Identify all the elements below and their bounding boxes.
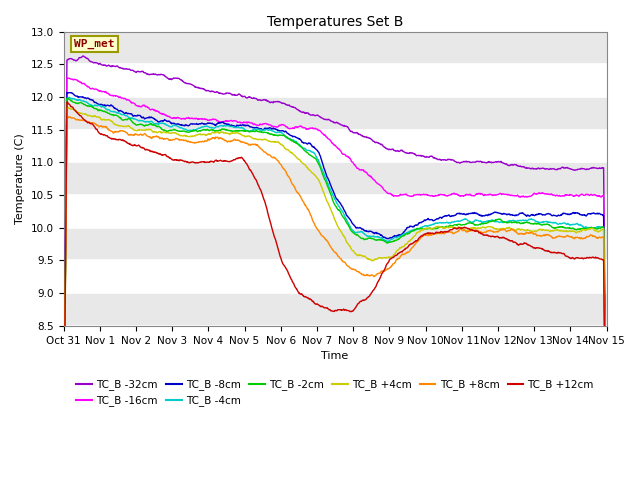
Text: WP_met: WP_met — [74, 39, 115, 49]
Legend: TC_B -32cm, TC_B -16cm, TC_B -8cm, TC_B -4cm, TC_B -2cm, TC_B +4cm, TC_B +8cm, T: TC_B -32cm, TC_B -16cm, TC_B -8cm, TC_B … — [72, 375, 598, 410]
X-axis label: Time: Time — [321, 351, 349, 361]
Bar — [63, 293, 607, 326]
Title: Temperatures Set B: Temperatures Set B — [267, 15, 403, 29]
Bar — [63, 97, 607, 130]
Bar — [63, 228, 607, 261]
Bar — [63, 162, 607, 195]
Bar — [63, 32, 607, 64]
Y-axis label: Temperature (C): Temperature (C) — [15, 133, 25, 224]
